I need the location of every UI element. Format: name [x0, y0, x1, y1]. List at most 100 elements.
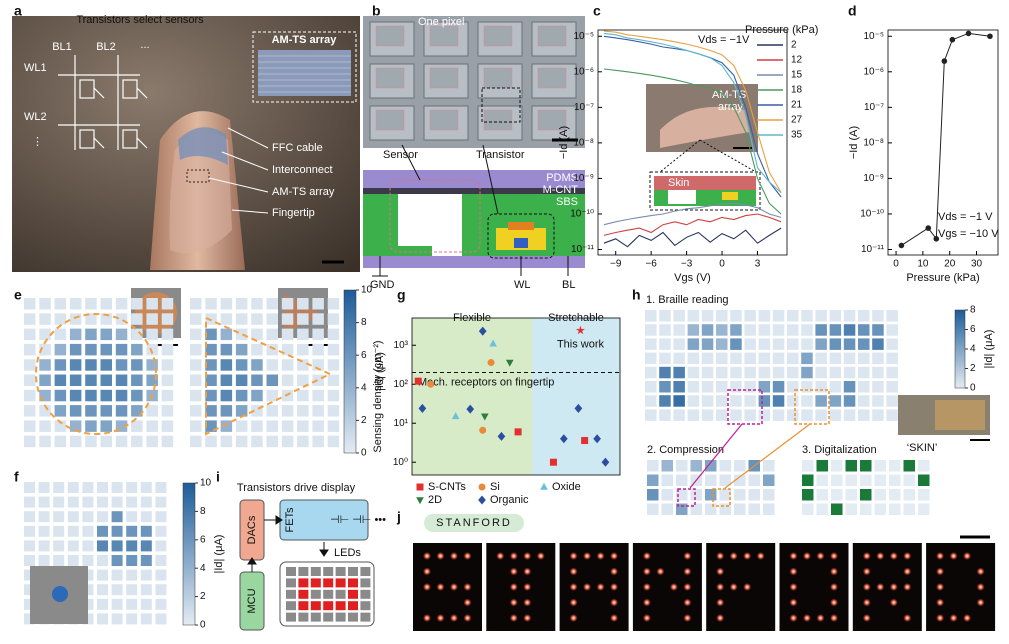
heat-cell: [205, 298, 217, 310]
led-glow: [523, 583, 532, 591]
digital-cell: [918, 489, 930, 501]
heat-cell: [758, 381, 771, 393]
heat-cell: [734, 460, 746, 472]
x-tick-label: 30: [971, 259, 983, 270]
heat-cell: [647, 474, 659, 486]
heat-cell: [829, 366, 842, 379]
block-label: DACs: [246, 515, 258, 544]
heat-cell: [886, 352, 898, 365]
y-tick-label: 10⁻⁹: [863, 173, 884, 184]
heat-cell: [829, 352, 842, 365]
led-glow: [716, 552, 725, 560]
heat-cell: [155, 540, 167, 552]
heat-cell: [111, 584, 123, 596]
legend-swatch: [540, 482, 548, 490]
heat-cell: [97, 540, 108, 552]
y-tick-label: 10⁻⁶: [573, 66, 594, 77]
heat-cell: [676, 503, 688, 515]
inset-label: array: [718, 101, 744, 113]
digital-cell: [918, 474, 930, 486]
digital-cell: [874, 460, 886, 472]
heat-cell: [155, 525, 167, 537]
heat-cell: [205, 435, 217, 448]
panel-label: h: [632, 287, 641, 303]
heat-cell: [85, 343, 97, 356]
legend-label: 18: [791, 85, 803, 96]
heat-cell: [266, 359, 278, 371]
heat-cell: [54, 359, 67, 371]
heat-cell: [235, 343, 248, 356]
selection-box: [712, 488, 731, 507]
heat-cell: [85, 328, 97, 341]
legend-swatch: [416, 483, 424, 491]
colorbar-tick-label: 2: [361, 415, 367, 426]
led-cell: [360, 589, 371, 599]
heat-cell: [220, 328, 233, 341]
heat-cell: [54, 313, 67, 325]
heat-cell: [645, 366, 657, 379]
heat-cell: [190, 435, 202, 448]
selection-box: [727, 389, 763, 425]
heat-cell: [24, 343, 36, 356]
heat-cell: [327, 389, 340, 402]
heat-cell: [647, 460, 659, 472]
heat-cell: [815, 395, 827, 407]
heat-cell: [701, 381, 714, 393]
pixel-sensor: [429, 25, 459, 47]
transistor-gate: [514, 238, 528, 248]
led-glow: [683, 583, 692, 591]
heat-cell: [38, 555, 50, 566]
electrode-leads: [372, 144, 569, 277]
heat-cell: [126, 540, 138, 552]
heat-cell: [39, 389, 51, 402]
point: [497, 431, 506, 441]
led-cell: [335, 612, 346, 622]
led-glow: [669, 583, 678, 591]
heat-cell: [235, 420, 248, 432]
heat-cell: [787, 409, 799, 421]
heat-cell: [161, 343, 174, 356]
digital-cell: [816, 474, 828, 486]
heat-cell: [659, 352, 671, 365]
heat-cell: [82, 555, 94, 566]
led-cell: [360, 567, 371, 576]
series-line: [603, 227, 782, 248]
colorbar-tick-label: 6: [361, 350, 367, 361]
point: [480, 413, 489, 421]
heat-cell: [115, 359, 128, 371]
heat-cell: [763, 474, 775, 486]
point: [898, 242, 905, 249]
heat-cell: [645, 338, 657, 350]
series-line: [603, 213, 782, 236]
heat-cell: [190, 405, 202, 417]
heat-cell: [872, 395, 884, 407]
heat-cell: [126, 496, 138, 508]
heat-cell: [146, 313, 158, 325]
heat-cell: [327, 420, 340, 432]
led-glow: [876, 583, 885, 591]
heat-cell: [38, 525, 50, 537]
heat-cell: [190, 343, 202, 356]
led-glow: [536, 552, 545, 560]
heat-cell: [787, 324, 799, 336]
heat-cell: [815, 366, 827, 379]
point: [949, 36, 956, 43]
heat-cell: [155, 584, 167, 596]
heat-cell: [100, 359, 112, 371]
heat-cell: [659, 366, 671, 379]
y-tick-label: 10⁻¹⁰: [570, 209, 594, 220]
heat-cell: [886, 324, 898, 336]
x-tick-label: 0: [893, 259, 899, 270]
led-glow: [789, 598, 798, 607]
panel-title: Transistors drive display: [237, 482, 356, 494]
heat-cell: [645, 324, 657, 336]
heat-cell: [673, 395, 685, 407]
led-glow: [569, 567, 578, 576]
panel-label: a: [14, 3, 22, 19]
inset-photo: [258, 50, 351, 96]
led-glow: [463, 583, 472, 591]
digital-cell: [845, 474, 857, 486]
digital-cell: [831, 460, 843, 472]
led-cell: [323, 612, 334, 622]
led-glow: [610, 614, 619, 622]
